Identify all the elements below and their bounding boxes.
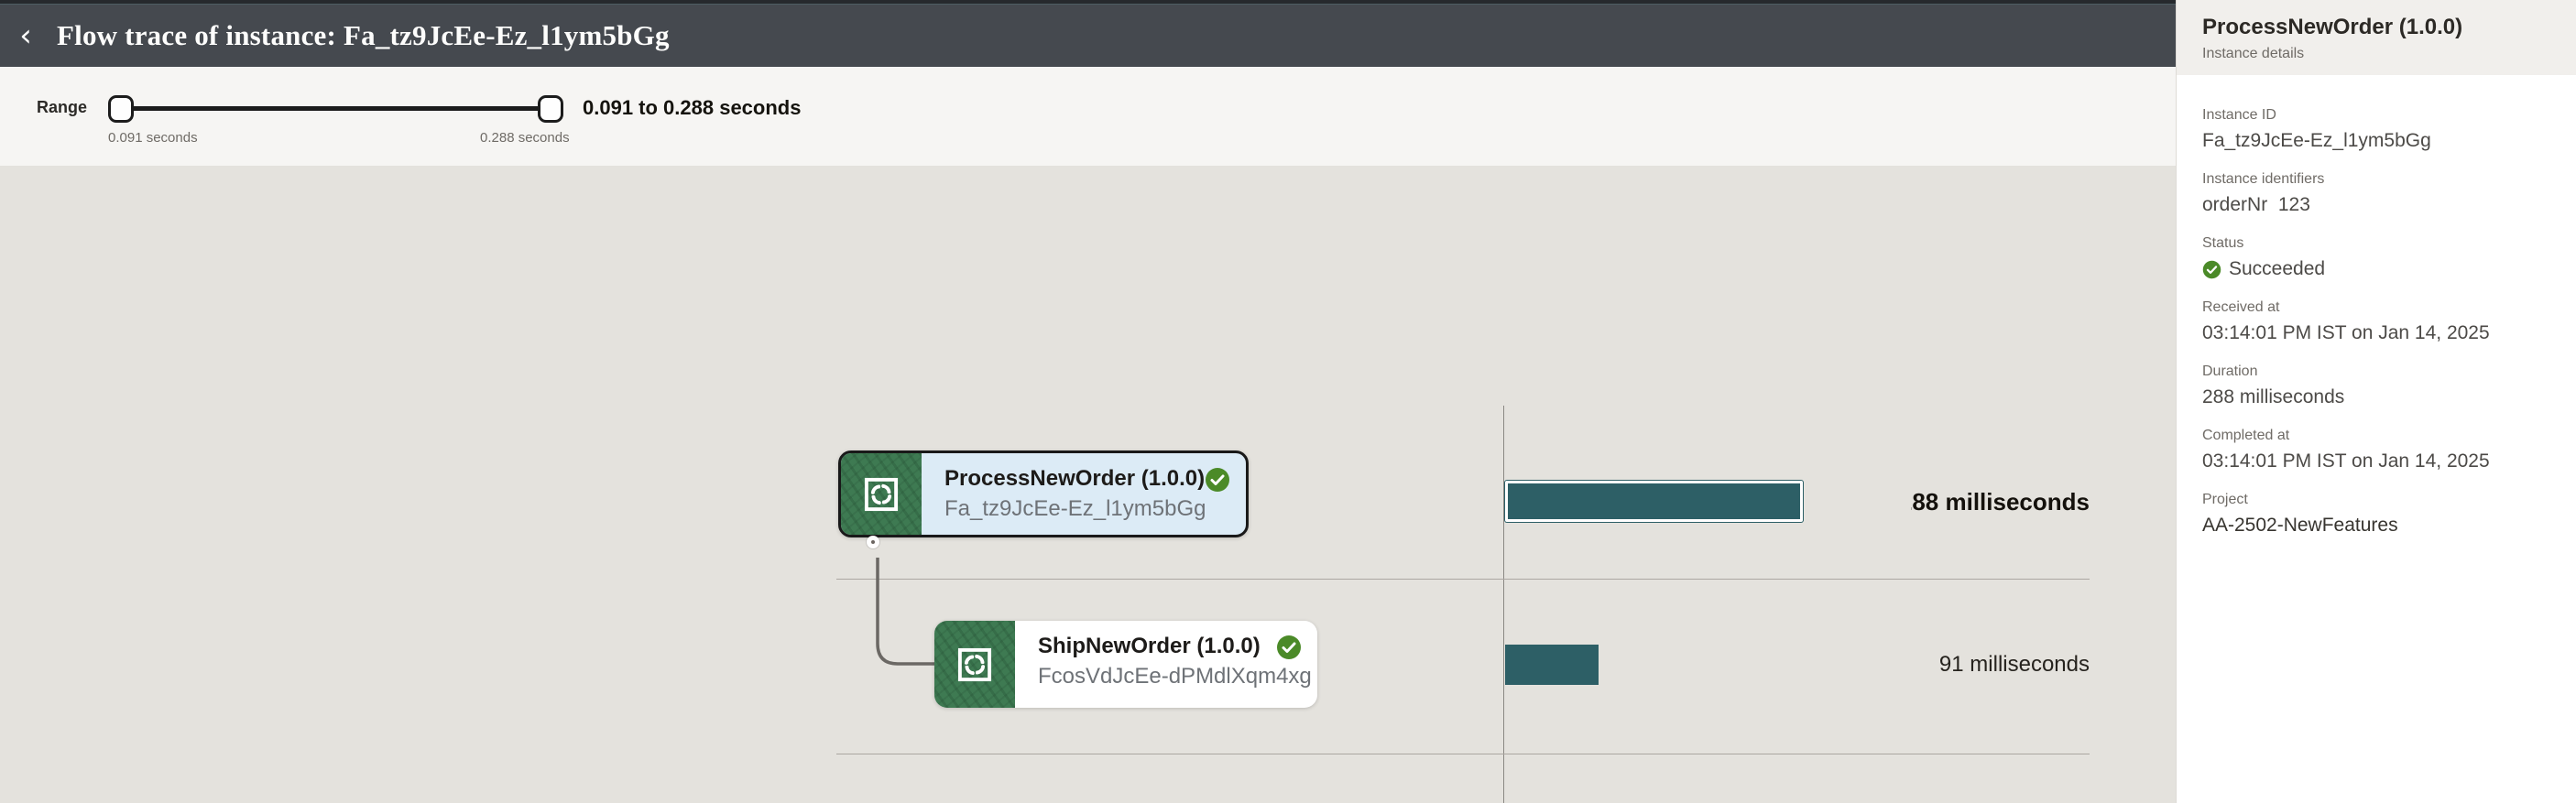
integration-icon (841, 453, 922, 535)
instance-details-panel: ProcessNewOrder (1.0.0) Instance details… (2176, 0, 2576, 803)
integration-icon (934, 621, 1015, 708)
range-max-label: 0.288 seconds (480, 130, 570, 146)
range-slider-max-handle[interactable] (538, 95, 563, 123)
duration-bar-shipneworder[interactable] (1505, 645, 1599, 685)
range-slider-min-handle[interactable] (108, 95, 134, 123)
flow-trace-canvas: ProcessNewOrder (1.0.0) Fa_tz9JcEe-Ez_l1… (0, 167, 2176, 803)
app-header: ‹ Flow trace of instance: Fa_tz9JcEe-Ez_… (0, 0, 2176, 67)
range-label: Range (37, 98, 88, 116)
field-completed-at: Completed at 03:14:01 PM IST on Jan 14, … (2202, 427, 2554, 475)
range-slider-track (120, 106, 551, 111)
timeline-gridline (1503, 406, 1504, 803)
field-duration: Duration 288 milliseconds (2202, 363, 2554, 411)
panel-subtitle: Instance details (2202, 46, 2305, 61)
field-instance-identifiers: Instance identifiers orderNr 123 (2202, 170, 2554, 219)
field-label: Project (2202, 492, 2248, 507)
node-text: ShipNewOrder (1.0.0) FcosVdJcEe-dPMdlXqm… (1015, 621, 1312, 708)
flow-node-shipneworder[interactable]: ShipNewOrder (1.0.0) FcosVdJcEe-dPMdlXqm… (934, 621, 1317, 708)
flow-node-processneworder[interactable]: ProcessNewOrder (1.0.0) Fa_tz9JcEe-Ez_l1… (838, 450, 1249, 537)
field-value: Fa_tz9JcEe-Ez_l1ym5bGg (2202, 130, 2431, 151)
row-separator (836, 579, 2090, 580)
field-label: Instance ID (2202, 107, 2276, 123)
node-connector-line (876, 558, 934, 666)
duration-label-processneworder: 288 milliseconds (1911, 488, 2090, 515)
success-check-icon (1277, 635, 1301, 659)
back-button[interactable]: ‹ (0, 4, 51, 67)
range-value: 0.091 to 0.288 seconds (583, 96, 802, 119)
back-chevron-icon: ‹ (19, 16, 32, 54)
range-toolbar: Range 0.091 to 0.288 seconds 0.091 secon… (0, 67, 2176, 167)
field-label: Received at (2202, 299, 2280, 315)
field-value: 03:14:01 PM IST on Jan 14, 2025 (2202, 322, 2490, 343)
field-project: Project AA-2502-NewFeatures (2202, 491, 2554, 539)
panel-header: ProcessNewOrder (1.0.0) Instance details (2177, 0, 2576, 75)
field-value: 03:14:01 PM IST on Jan 14, 2025 (2202, 450, 2490, 472)
success-check-icon (1206, 468, 1229, 492)
field-label: Completed at (2202, 428, 2290, 443)
field-value: orderNr 123 (2202, 194, 2310, 215)
status-badge: Succeeded (2202, 255, 2554, 283)
duration-bar-processneworder[interactable] (1505, 481, 1803, 522)
node-instance-id: FcosVdJcEe-dPMdlXqm4xg (1038, 664, 1312, 689)
success-check-icon (2202, 260, 2221, 278)
field-label: Status (2202, 235, 2244, 251)
page-title: Flow trace of instance: Fa_tz9JcEe-Ez_l1… (57, 18, 670, 51)
field-status: Status Succeeded (2202, 234, 2554, 283)
range-min-label: 0.091 seconds (108, 130, 198, 146)
field-label: Instance identifiers (2202, 171, 2325, 187)
field-label: Duration (2202, 364, 2258, 379)
field-value: 288 milliseconds (2202, 386, 2345, 407)
field-instance-id: Instance ID Fa_tz9JcEe-Ez_l1ym5bGg (2202, 106, 2554, 155)
field-value: AA-2502-NewFeatures (2202, 515, 2398, 536)
duration-label-shipneworder: 91 milliseconds (1938, 652, 2090, 677)
panel-body: Instance ID Fa_tz9JcEe-Ez_l1ym5bGg Insta… (2177, 75, 2576, 539)
node-title: ProcessNewOrder (1.0.0) (944, 466, 1206, 491)
panel-title: ProcessNewOrder (1.0.0) (2202, 15, 2463, 39)
field-received-at: Received at 03:14:01 PM IST on Jan 14, 2… (2202, 298, 2554, 347)
node-instance-id: Fa_tz9JcEe-Ez_l1ym5bGg (944, 496, 1206, 521)
node-text: ProcessNewOrder (1.0.0) Fa_tz9JcEe-Ez_l1… (922, 453, 1206, 535)
connector-dot (867, 536, 879, 548)
status-text: Succeeded (2229, 258, 2326, 279)
node-title: ShipNewOrder (1.0.0) (1038, 634, 1261, 658)
